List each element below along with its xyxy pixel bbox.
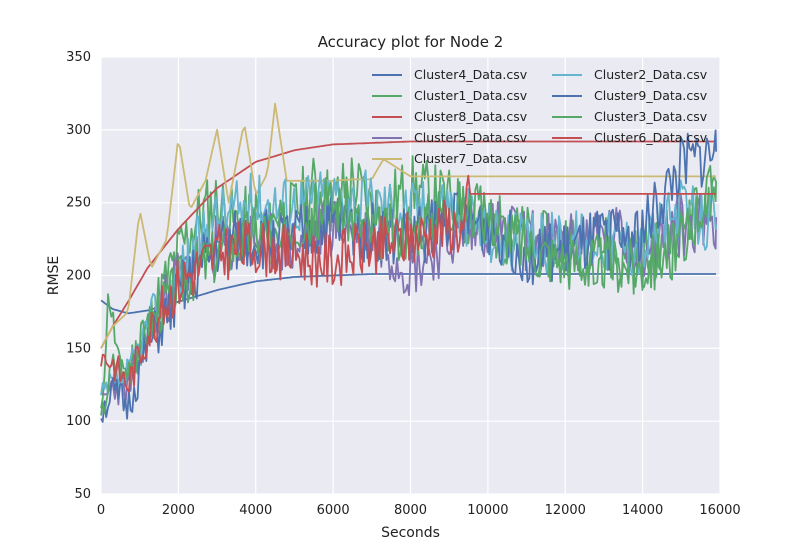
series-line-cluster2-data-csv (100, 169, 717, 396)
x-tick-label: 6000 (317, 503, 350, 518)
x-tick-label: 14000 (622, 503, 663, 518)
y-axis-ticks: 50 100 150 200 250 300 350 (66, 50, 91, 502)
y-tick-label: 200 (66, 269, 91, 284)
legend-entry: Cluster6_Data.csv (594, 130, 708, 145)
legend-entry: Cluster4_Data.csv (414, 67, 528, 82)
legend: Cluster4_Data.csv Cluster1_Data.csv Cluste… (372, 67, 708, 166)
x-tick-label: 2000 (162, 503, 195, 518)
x-tick-label: 0 (97, 503, 105, 518)
x-axis-label: Seconds (381, 525, 440, 541)
series-line-cluster8-data-csv (100, 140, 717, 349)
y-tick-label: 50 (74, 487, 91, 502)
legend-entry: Cluster5_Data.csv (414, 130, 528, 145)
legend-entry: Cluster9_Data.csv (594, 88, 708, 103)
x-tick-label: 10000 (467, 503, 508, 518)
x-tick-label: 8000 (394, 503, 427, 518)
series-lines (100, 102, 717, 423)
y-tick-label: 300 (66, 123, 91, 138)
y-tick-label: 350 (66, 50, 91, 65)
series-line-cluster6-data-csv (100, 174, 717, 393)
chart-title: Accuracy plot for Node 2 (318, 33, 504, 51)
legend-entry: Cluster3_Data.csv (594, 109, 708, 124)
legend-entry: Cluster1_Data.csv (414, 88, 528, 103)
y-axis-label: RMSE (46, 256, 62, 296)
x-tick-label: 4000 (239, 503, 272, 518)
x-axis-ticks: 0 2000 4000 6000 8000 10000 12000 14000 16000 (97, 503, 741, 518)
x-tick-label: 16000 (699, 503, 740, 518)
series-line-cluster3-data-csv (100, 164, 717, 416)
series-line-cluster7-data-csv (100, 102, 717, 349)
y-tick-label: 250 (66, 196, 91, 211)
legend-entry: Cluster8_Data.csv (414, 109, 528, 124)
y-tick-label: 100 (66, 414, 91, 429)
legend-entry: Cluster2_Data.csv (594, 67, 708, 82)
x-tick-label: 12000 (545, 503, 586, 518)
y-tick-label: 150 (66, 341, 91, 356)
legend-entry: Cluster7_Data.csv (414, 151, 528, 166)
